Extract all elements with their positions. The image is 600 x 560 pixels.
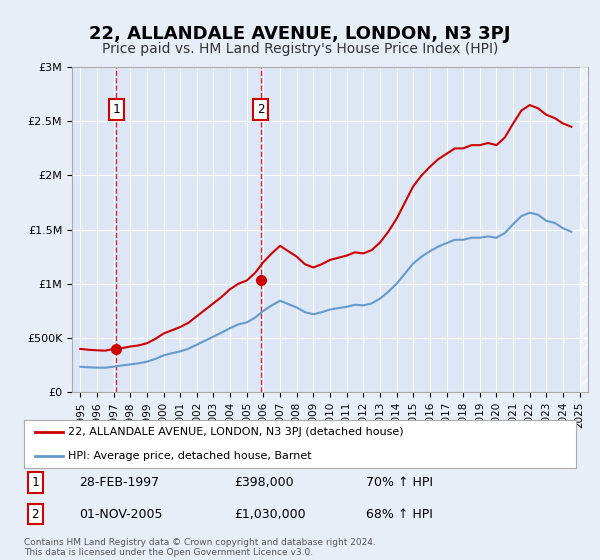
Text: 68% ↑ HPI: 68% ↑ HPI bbox=[366, 507, 433, 521]
Text: £1,030,000: £1,030,000 bbox=[234, 507, 305, 521]
Text: Contains HM Land Registry data © Crown copyright and database right 2024.
This d: Contains HM Land Registry data © Crown c… bbox=[24, 538, 376, 557]
Text: 2: 2 bbox=[257, 103, 265, 116]
Text: 70% ↑ HPI: 70% ↑ HPI bbox=[366, 476, 433, 489]
Text: 28-FEB-1997: 28-FEB-1997 bbox=[79, 476, 160, 489]
Text: 22, ALLANDALE AVENUE, LONDON, N3 3PJ: 22, ALLANDALE AVENUE, LONDON, N3 3PJ bbox=[89, 25, 511, 43]
Text: HPI: Average price, detached house, Barnet: HPI: Average price, detached house, Barn… bbox=[68, 451, 312, 461]
Text: 1: 1 bbox=[113, 103, 120, 116]
Text: 22, ALLANDALE AVENUE, LONDON, N3 3PJ (detached house): 22, ALLANDALE AVENUE, LONDON, N3 3PJ (de… bbox=[68, 427, 404, 437]
Text: 2: 2 bbox=[31, 507, 39, 521]
Text: Price paid vs. HM Land Registry's House Price Index (HPI): Price paid vs. HM Land Registry's House … bbox=[102, 42, 498, 56]
Text: £398,000: £398,000 bbox=[234, 476, 293, 489]
Text: 1: 1 bbox=[31, 476, 39, 489]
Text: 01-NOV-2005: 01-NOV-2005 bbox=[79, 507, 163, 521]
